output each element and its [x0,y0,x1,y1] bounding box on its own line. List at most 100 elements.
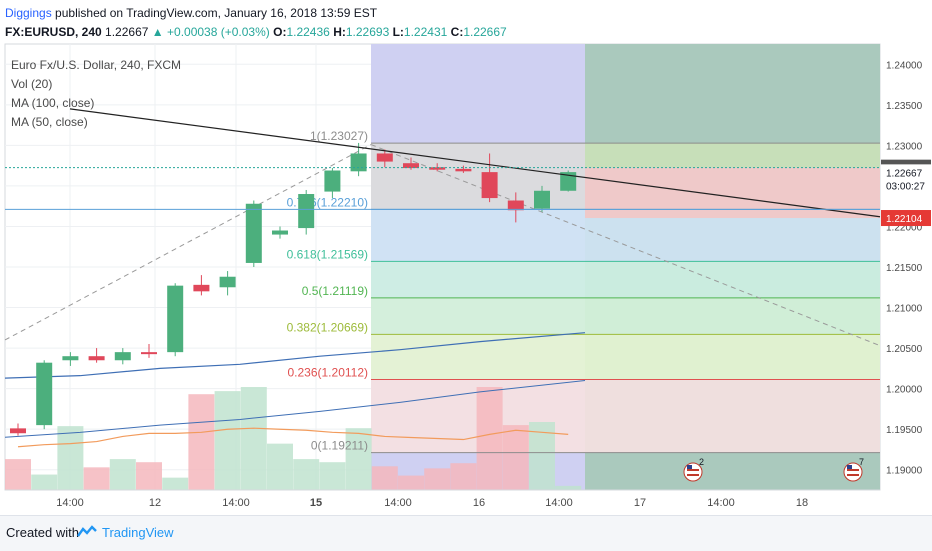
y-tick-label: 1.19500 [886,425,923,436]
high-label: H: [333,25,346,39]
open-value: 1.22436 [286,25,330,39]
low-value: 1.22431 [403,25,448,39]
price-label-low-bg [881,210,931,227]
candle-body [114,352,131,361]
price-label-last-bg [881,164,931,181]
tradingview-link[interactable]: TradingView [102,525,174,540]
us-flag-stripe [687,474,699,476]
y-tick-label: 1.21000 [886,304,923,315]
volume-bar [319,462,346,490]
volume-bar [424,468,451,490]
tradingview-logo-icon [77,525,97,537]
countdown-label: 03:00:27 [886,181,925,192]
y-tick-label: 1.20000 [886,385,923,396]
fib-level-label: 0.618(1.21569) [287,247,368,261]
price-label-low: 1.22104 [886,214,923,225]
y-tick-label: 1.22000 [886,222,923,233]
x-tick-label: 18 [796,497,808,509]
target-zone [585,143,880,168]
candle-body [376,153,393,162]
dashed-trendline [4,144,372,341]
price-chart[interactable]: 1.240001.235001.230001.225001.220001.215… [0,0,932,515]
us-flag-stripe [847,474,859,476]
volume-bar [214,391,241,490]
volume-bar [371,466,398,490]
y-tick-label: 1.24000 [886,60,923,71]
x-tick-label: 16 [473,497,485,509]
volume-bar [502,425,529,490]
volume-bar [31,474,58,490]
x-tick-label: 15 [310,497,322,509]
legend-volume[interactable]: Vol (20) [11,77,53,91]
fib-zone [371,297,880,335]
fib-level-label: 0.236(1.20112) [287,366,368,380]
x-tick-label: 14:00 [545,497,573,509]
candle-body [36,362,53,426]
volume-bar [450,463,477,490]
symbol-label: FX:EURUSD, 240 [5,25,102,39]
legend-ma50[interactable]: MA (50, close) [11,115,88,129]
y-tick-label: 1.23500 [886,101,923,112]
fib-zone [371,209,880,262]
candle-body [403,163,419,169]
footer: Created with TradingView [0,515,932,551]
low-label: L: [392,25,404,39]
candle-body [88,356,105,361]
countdown-label-bg [881,177,931,194]
candle-body [324,170,341,192]
price-label-last: 1.22667 [886,168,923,179]
volume-bar [398,475,424,490]
legend-ma100[interactable]: MA (100, close) [11,96,95,110]
close-label: C: [450,25,464,39]
y-tick-label: 1.21500 [886,263,923,274]
us-flag-canton [847,465,852,469]
y-tick-label: 1.20500 [886,344,923,355]
candle-body [481,172,498,199]
fib-level-label: 0.382(1.20669) [287,320,368,334]
y-tick-label: 1.19000 [886,466,923,477]
candle-body [141,352,157,355]
event-count: 7 [859,457,864,467]
publish-info: Diggings published on TradingView.com, J… [5,6,377,20]
x-tick-label: 14:00 [222,497,250,509]
fib-level-label: 1(1.23027) [310,129,368,143]
candle-body [455,168,472,172]
candle-body [167,285,184,353]
candle-body [429,167,446,170]
up-arrow-icon: ▲ [151,25,164,39]
volume-bar [345,428,372,490]
ma50-line [4,380,586,438]
x-tick-label: 12 [149,497,161,509]
fib-level-label: 0.5(1.21119) [302,284,368,298]
symbol-info: FX:EURUSD, 240 1.22667 ▲ +0.00038 (+0.03… [5,25,507,39]
volume-bar [162,477,189,490]
volume-bar [109,459,136,490]
volume-bar [240,387,267,490]
candle-body [272,230,288,235]
us-flag-stripe [847,469,859,471]
candle-body [219,276,236,288]
candle-body [560,172,577,191]
event-count: 2 [699,457,704,467]
author-link[interactable]: Diggings [5,6,52,20]
volume-ma-line [17,427,569,448]
fib-zone [371,379,880,453]
volume-bar [57,426,84,490]
dashed-trendline [370,144,881,347]
created-with-text: Created with [6,525,79,540]
candle-body [245,203,262,263]
volume-bar [476,387,503,490]
fib-level-label: 0(1.19211) [311,439,368,453]
fib-zone [371,334,880,380]
candle-body [62,356,79,361]
volume-bar [5,459,31,490]
close-value: 1.22667 [463,25,507,39]
volume-bar [136,462,162,490]
volume-bar [293,459,320,490]
volume-bar [188,394,215,490]
legend-title[interactable]: Euro Fx/U.S. Dollar, 240, FXCM [11,58,182,72]
ma100-line [4,332,586,379]
x-tick-label: 14:00 [384,497,412,509]
candle-body [534,190,550,209]
x-tick-label: 14:00 [707,497,735,509]
